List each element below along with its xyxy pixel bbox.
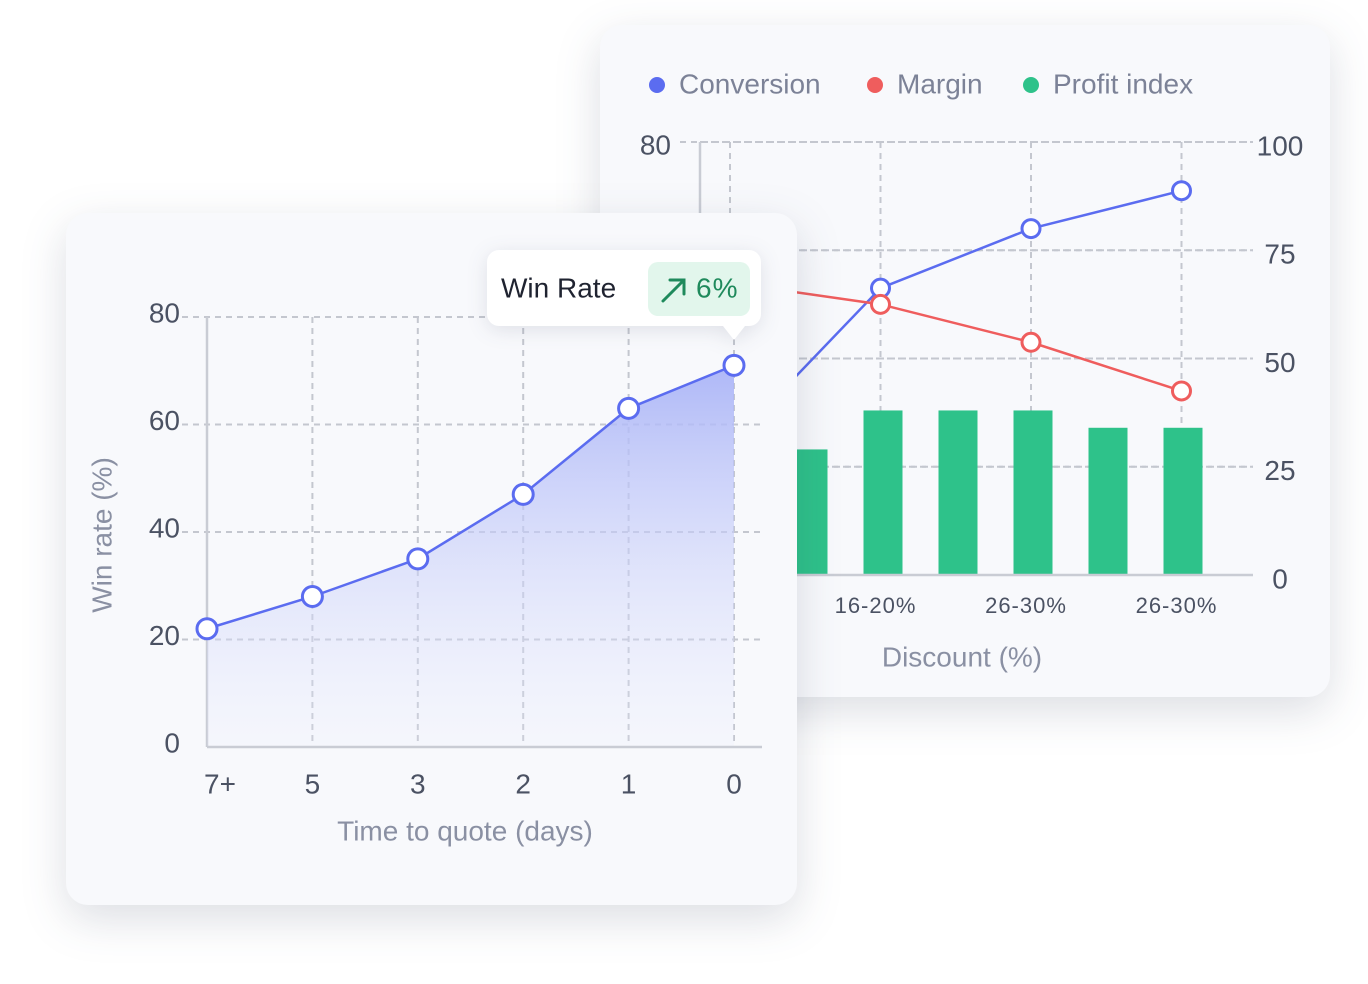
series-line bbox=[729, 281, 1182, 393]
y-axis-label: Win rate (%) bbox=[86, 457, 117, 613]
point bbox=[300, 585, 324, 608]
series-line bbox=[206, 364, 735, 630]
point bbox=[1171, 380, 1192, 402]
y-tick-label: 0 bbox=[164, 727, 180, 758]
point bbox=[1171, 180, 1192, 202]
y2-tick-label: 0 bbox=[1272, 563, 1288, 594]
x-axis-label: Discount (%) bbox=[882, 641, 1042, 672]
series-line bbox=[729, 189, 1182, 446]
x-tick-label: 26-30% bbox=[985, 593, 1067, 618]
y2-tick-label: 100 bbox=[1257, 130, 1304, 161]
x-tick-label: 1 bbox=[621, 768, 637, 799]
x-tick-label: 3 bbox=[410, 768, 426, 799]
y-tick-label: 20 bbox=[149, 620, 180, 651]
x-tick-label: 26-30% bbox=[1136, 593, 1218, 618]
up-arrow-icon bbox=[661, 278, 686, 303]
bar bbox=[1163, 427, 1203, 575]
x-tick-label: 16-20% bbox=[835, 593, 917, 618]
change-value: 6% bbox=[696, 272, 738, 303]
point bbox=[617, 396, 641, 420]
bar bbox=[863, 410, 903, 575]
bar bbox=[1013, 410, 1053, 575]
point bbox=[406, 547, 430, 571]
legend-label: Conversion bbox=[679, 68, 821, 99]
point bbox=[1020, 218, 1042, 240]
bar bbox=[938, 410, 978, 575]
legend-label: Profit index bbox=[1053, 68, 1193, 99]
bar bbox=[1088, 427, 1128, 575]
front-chart: 0 20 40 60 80 7+ 5 3 2 1 0 Win rate (%) Time to quot… bbox=[66, 213, 797, 905]
point bbox=[511, 482, 535, 506]
y-tick-label: 80 bbox=[640, 129, 671, 160]
x-tick-label: 7+ bbox=[204, 768, 236, 799]
x-axis-label: Time to quote (days) bbox=[337, 815, 593, 846]
y2-tick-label: 25 bbox=[1264, 455, 1295, 486]
x-tick-label: 0 bbox=[726, 768, 742, 799]
y2-tick-label: 50 bbox=[1264, 347, 1295, 378]
tooltip-title: Win Rate bbox=[501, 272, 616, 303]
change-badge bbox=[648, 262, 750, 316]
x-tick-label: 5 bbox=[305, 768, 321, 799]
point bbox=[722, 353, 746, 377]
y-tick-label: 40 bbox=[149, 512, 180, 543]
y-tick-label: 60 bbox=[149, 405, 180, 436]
point bbox=[1020, 331, 1042, 353]
area bbox=[207, 365, 734, 747]
legend-label: Margin bbox=[897, 68, 983, 99]
legend-marker bbox=[649, 77, 665, 93]
legend-marker bbox=[867, 77, 883, 93]
y-tick-label: 80 bbox=[149, 297, 180, 328]
legend-marker bbox=[1023, 77, 1039, 93]
point bbox=[195, 617, 219, 641]
x-tick-label: 2 bbox=[515, 768, 531, 799]
y2-tick-label: 75 bbox=[1264, 239, 1295, 270]
tooltip: Win Rate 6% bbox=[487, 250, 761, 340]
point bbox=[870, 293, 891, 315]
